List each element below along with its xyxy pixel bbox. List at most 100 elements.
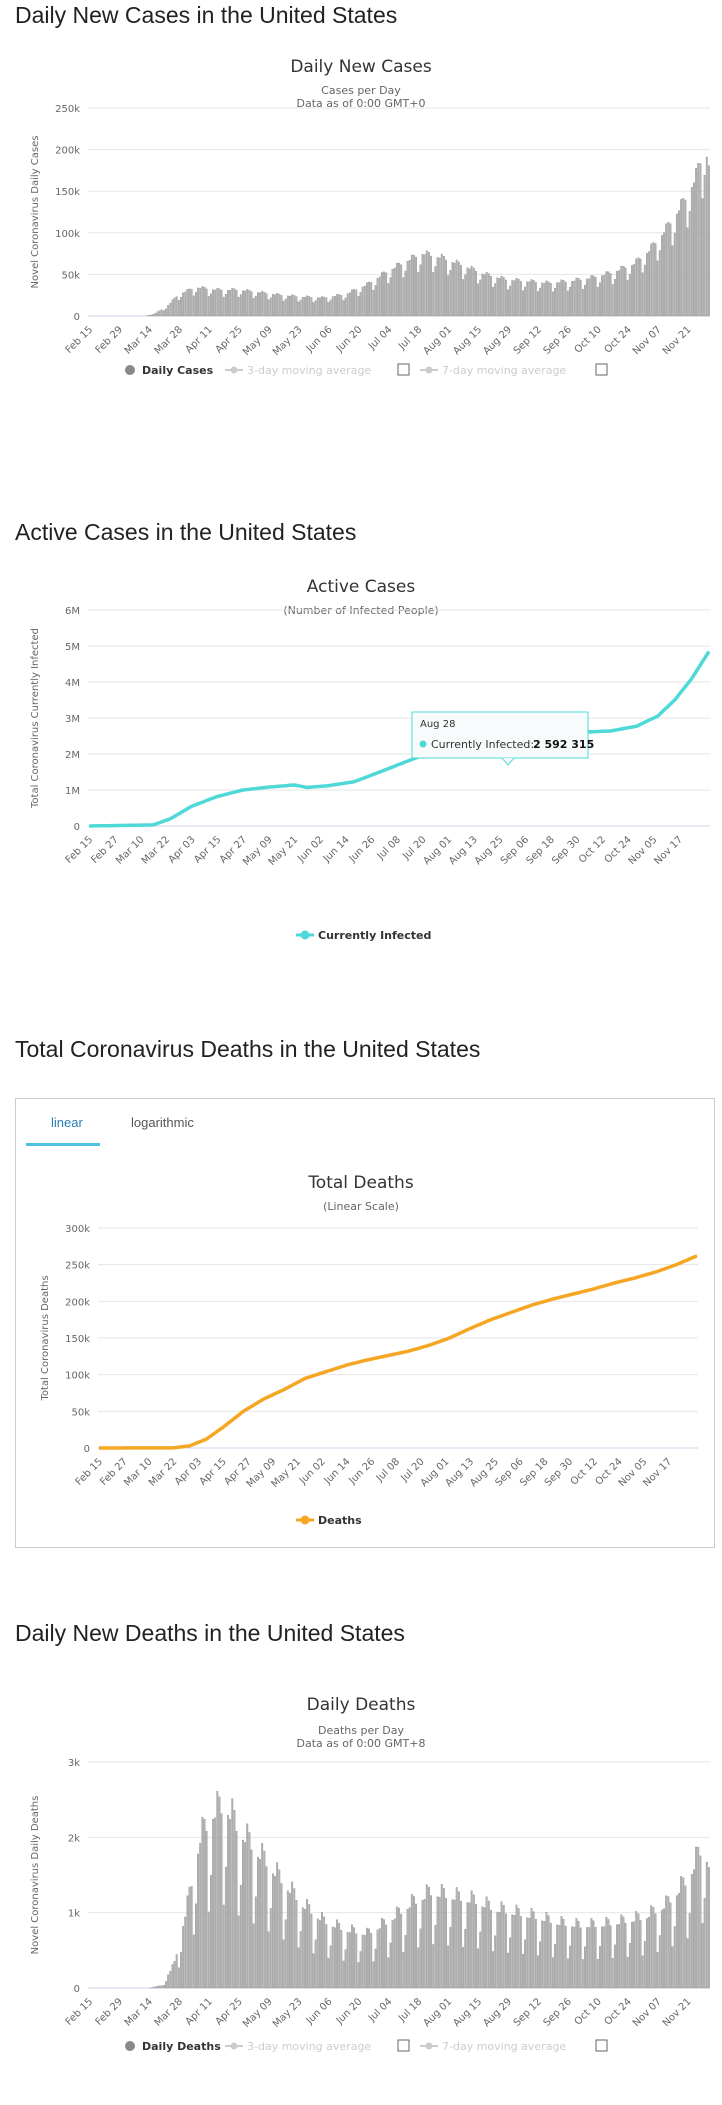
x-tick-label: Oct 12 — [577, 834, 608, 865]
y-tick-label: 100k — [65, 1371, 90, 1382]
bar — [652, 242, 655, 317]
bar — [607, 1919, 610, 1989]
y-tick-label: 5M — [65, 642, 80, 653]
bar — [333, 1927, 336, 1989]
bar — [534, 282, 537, 317]
legend-item-3day[interactable]: 3-day moving average — [247, 364, 371, 377]
bar — [372, 290, 375, 317]
bar — [451, 1899, 454, 1989]
legend-item[interactable]: Currently Infected — [318, 929, 431, 942]
chart-title: Active Cases — [307, 577, 416, 597]
bar — [646, 1918, 648, 1989]
bar — [220, 1813, 223, 1989]
bar — [325, 1924, 328, 1989]
bar — [549, 1922, 552, 1989]
bar — [445, 1898, 447, 1989]
bar — [436, 1896, 439, 1989]
legend-item-3day[interactable]: 3-day moving average — [247, 2040, 371, 2053]
bar — [489, 276, 492, 317]
bar — [524, 286, 527, 317]
x-tick-label: Aug 29 — [481, 324, 514, 357]
tab-linear[interactable]: linear — [51, 1115, 83, 1130]
bar — [609, 1925, 612, 1989]
tab-logarithmic[interactable]: logarithmic — [131, 1115, 194, 1130]
bar — [650, 1905, 653, 1989]
bar — [378, 276, 381, 317]
legend-checkbox-3day[interactable] — [397, 363, 410, 376]
bar — [517, 1908, 520, 1989]
x-tick-label: Jun 20 — [334, 1996, 365, 2027]
bar — [274, 1876, 276, 1989]
bar — [475, 1904, 477, 1989]
bar — [340, 1929, 343, 1989]
bar — [428, 252, 430, 317]
bar — [558, 1925, 561, 1989]
bar — [545, 1911, 548, 1989]
bar — [633, 1921, 636, 1989]
bar — [188, 1887, 191, 1989]
bar — [342, 300, 345, 317]
bar — [466, 267, 469, 317]
y-tick-label: 0 — [74, 1984, 80, 1995]
bar — [584, 1946, 586, 1989]
bar — [639, 1920, 642, 1989]
bar — [530, 279, 533, 317]
bar — [660, 235, 663, 317]
bar — [180, 297, 182, 317]
legend-marker-3day — [230, 2042, 238, 2050]
bar — [355, 1933, 358, 1989]
bar — [346, 293, 349, 317]
bar — [447, 275, 450, 317]
legend-item-daily[interactable]: Daily Cases — [142, 364, 214, 377]
x-tick-label: Nov 21 — [661, 324, 694, 357]
bar — [660, 1909, 663, 1989]
x-tick-label: Jun 26 — [347, 834, 378, 865]
bar — [395, 1906, 398, 1989]
x-tick-label: Sep 30 — [543, 1456, 575, 1488]
bar — [173, 297, 176, 317]
bar — [566, 1958, 569, 1989]
x-tick-label: May 09 — [241, 1996, 275, 2030]
bar — [214, 289, 217, 317]
tooltip-date: Aug 28 — [420, 719, 455, 730]
bar — [271, 1873, 274, 1989]
bar — [190, 1885, 193, 1989]
y-tick-label: 1M — [65, 786, 80, 797]
x-tick-label: Aug 15 — [451, 324, 484, 357]
bar — [464, 274, 467, 317]
section-title-daily-cases: Daily New Cases in the United States — [15, 2, 398, 28]
x-tick-label: Oct 10 — [573, 1996, 604, 2027]
bar — [351, 1924, 353, 1989]
x-tick-label: Jul 04 — [366, 1996, 394, 2024]
legend-checkbox-3day[interactable] — [397, 2039, 410, 2052]
legend-item-7day[interactable]: 7-day moving average — [442, 364, 566, 377]
bar — [430, 255, 432, 317]
bar — [504, 279, 507, 317]
legend-item[interactable]: Deaths — [318, 1514, 362, 1527]
bar — [299, 1931, 302, 1989]
bar — [573, 1926, 576, 1989]
legend-checkbox-7day[interactable] — [595, 2039, 608, 2052]
bar — [257, 1856, 259, 1989]
bar — [182, 292, 185, 317]
bar — [402, 1952, 405, 1989]
legend-item-daily[interactable]: Daily Deaths — [142, 2040, 221, 2053]
bar — [522, 290, 524, 317]
bar — [434, 1925, 437, 1989]
legend-item-7day[interactable]: 7-day moving average — [442, 2040, 566, 2053]
bar — [344, 1949, 347, 1989]
bar — [601, 1926, 603, 1989]
bar — [699, 163, 702, 317]
bar — [162, 1984, 165, 1989]
bar — [428, 1886, 430, 1989]
bar — [502, 277, 505, 317]
x-tick-label: Nov 17 — [652, 834, 685, 867]
legend-checkbox-7day[interactable] — [595, 363, 608, 376]
bar — [214, 1817, 217, 1989]
bar — [391, 268, 394, 317]
bar — [519, 280, 522, 317]
bar — [455, 259, 458, 317]
bar — [688, 1913, 691, 1989]
bar — [658, 250, 661, 317]
bar — [289, 1892, 291, 1989]
